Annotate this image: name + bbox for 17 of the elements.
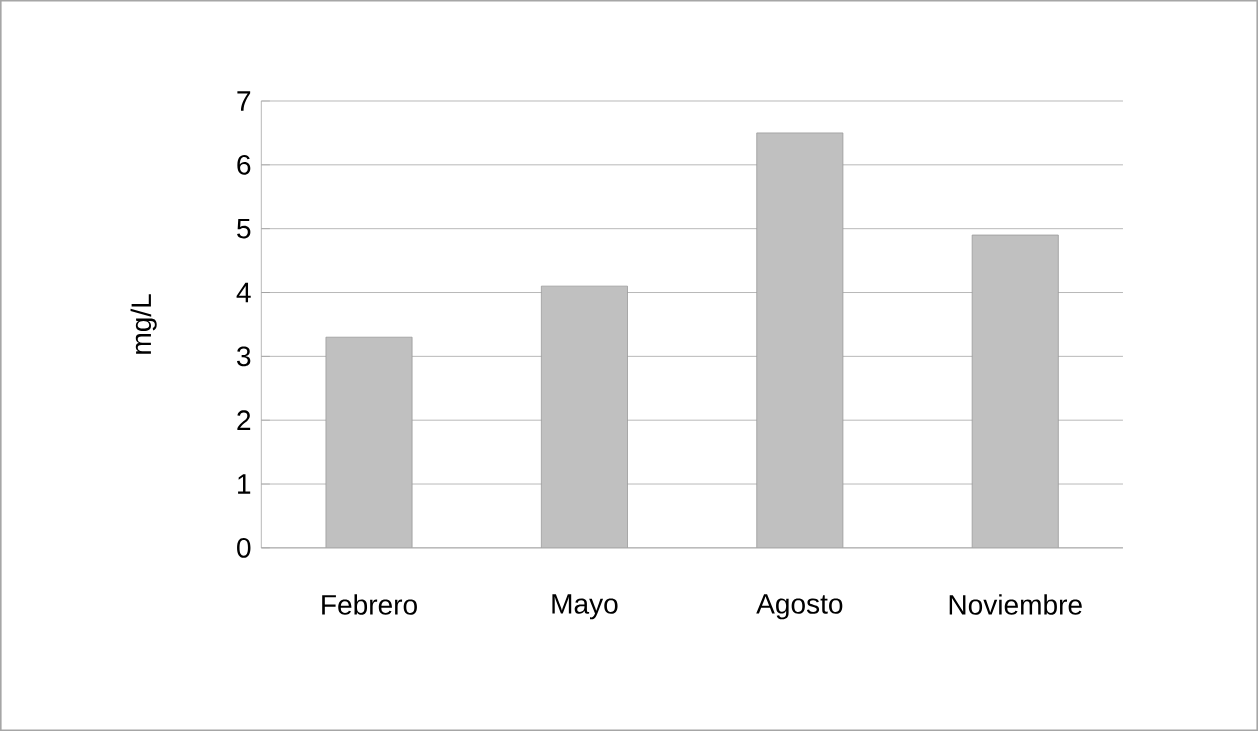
x-tick-label: Noviembre <box>949 594 1082 615</box>
bar <box>540 285 628 548</box>
bar <box>756 132 844 548</box>
bar <box>325 336 413 548</box>
y-tick-label: 2 <box>237 410 251 430</box>
x-tick-label: Agosto <box>756 594 843 620</box>
y-axis-title: mg/L <box>130 294 157 354</box>
y-tick-label: 3 <box>237 346 251 367</box>
y-tick-label: 1 <box>238 474 251 494</box>
y-tick-label: 4 <box>236 282 251 303</box>
y-tick-label: 5 <box>237 218 251 239</box>
x-tick-label: Febrero <box>322 594 417 615</box>
y-tick-label: 6 <box>237 154 251 175</box>
y-tick-label: 7 <box>237 91 251 111</box>
x-tick-label: Mayo <box>552 594 618 620</box>
bar <box>971 234 1059 548</box>
y-tick-label: 0 <box>237 537 251 558</box>
